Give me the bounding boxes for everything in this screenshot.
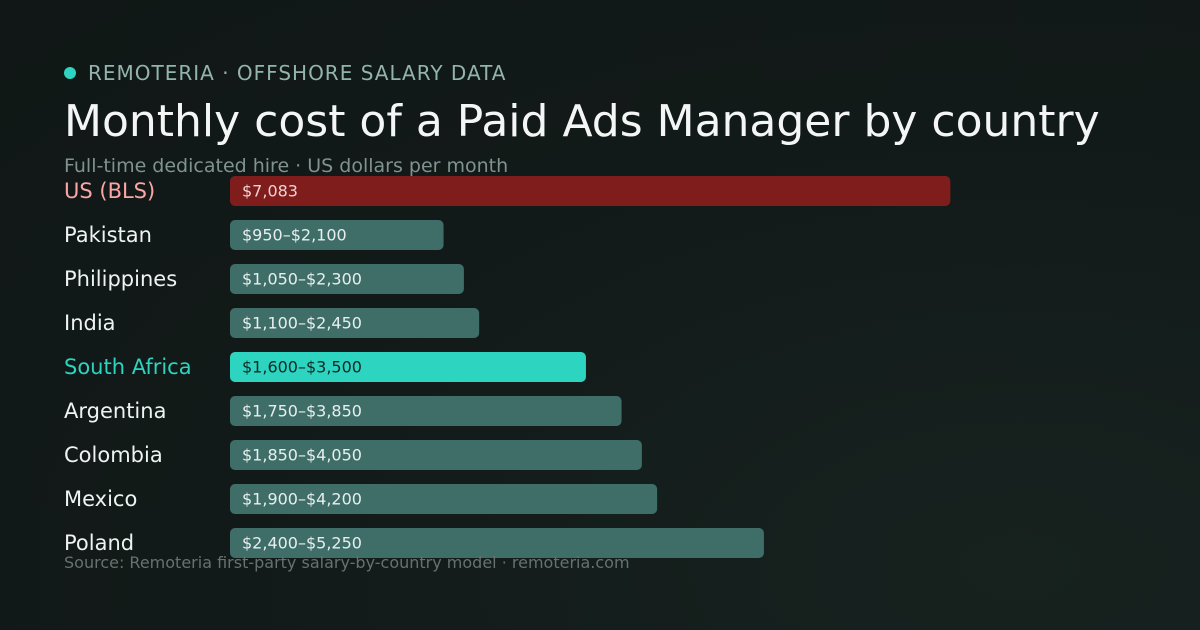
bar-value-label: $2,400–$5,250 <box>242 534 362 553</box>
bar <box>230 440 642 470</box>
bar-value-label: $1,100–$2,450 <box>242 314 362 333</box>
bar-value-label: $1,900–$4,200 <box>242 490 362 509</box>
category-label: Poland <box>64 531 134 555</box>
bar <box>230 264 464 294</box>
bar <box>230 528 764 558</box>
bar <box>230 220 444 250</box>
category-label: India <box>64 311 116 335</box>
bar <box>230 308 480 338</box>
brand-row: REMOTERIA · OFFSHORE SALARY DATA <box>64 60 506 86</box>
chart-subtitle: Full-time dedicated hire · US dollars pe… <box>64 155 509 177</box>
brand-dot-icon <box>64 67 76 79</box>
bar <box>230 176 951 206</box>
bar <box>230 396 622 426</box>
bar <box>230 484 658 514</box>
category-label: Argentina <box>64 399 166 423</box>
bar-value-label: $1,850–$4,050 <box>242 446 362 465</box>
bar-value-label: $1,600–$3,500 <box>242 358 362 377</box>
bar-value-label: $1,750–$3,850 <box>242 402 362 421</box>
bar <box>230 352 586 382</box>
source-note: Source: Remoteria first-party salary-by-… <box>64 553 630 572</box>
category-label: Mexico <box>64 487 137 511</box>
category-label: South Africa <box>64 355 192 379</box>
category-label: US (BLS) <box>64 179 155 203</box>
bar-value-label: $950–$2,100 <box>242 226 347 245</box>
category-label: Pakistan <box>64 223 152 247</box>
brand-label: REMOTERIA · OFFSHORE SALARY DATA <box>88 61 507 85</box>
chart-title: Monthly cost of a Paid Ads Manager by co… <box>64 96 1100 147</box>
category-label: Colombia <box>64 443 163 467</box>
category-label: Philippines <box>64 267 177 291</box>
bar-value-label: $1,050–$2,300 <box>242 270 362 289</box>
bar-value-label: $7,083 <box>242 182 298 201</box>
